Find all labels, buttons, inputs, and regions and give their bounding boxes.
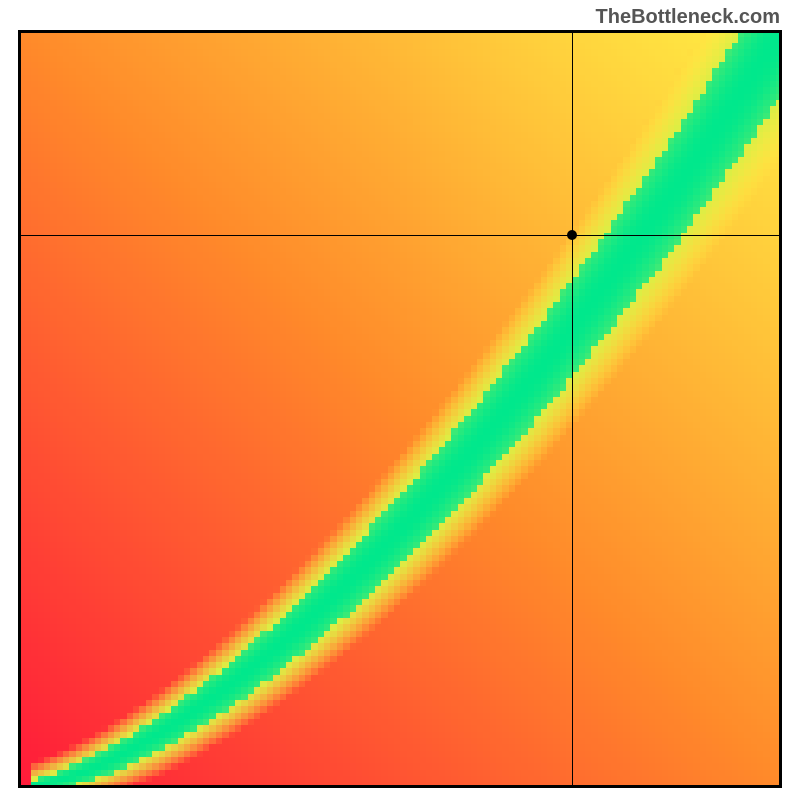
crosshair-marker: [567, 230, 577, 240]
watermark-text: TheBottleneck.com: [596, 6, 780, 29]
crosshair-vertical: [572, 30, 573, 788]
crosshair-horizontal: [18, 235, 782, 236]
chart-container: TheBottleneck.com: [0, 0, 800, 800]
heatmap-canvas: [18, 30, 782, 788]
